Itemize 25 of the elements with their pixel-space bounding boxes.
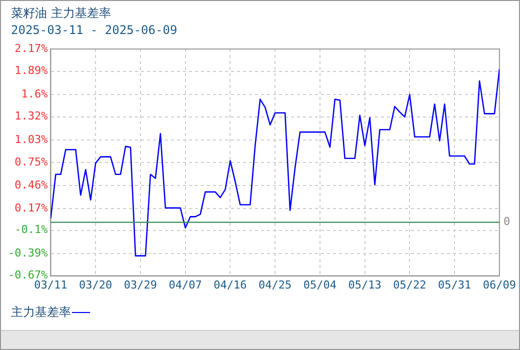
x-tick-label: 05/04 — [303, 278, 337, 292]
x-tick-label: 03/29 — [124, 278, 158, 292]
x-tick-label: 05/22 — [393, 278, 426, 292]
y-tick-label: -0.1% — [14, 223, 48, 236]
x-tick-label: 04/16 — [214, 278, 247, 292]
y-tick-label: 1.32% — [14, 110, 48, 123]
chart-title: 菜籽油 主力基差率 — [11, 5, 111, 22]
x-tick-label: 03/20 — [79, 278, 112, 292]
y-tick-label: 2.17% — [14, 42, 48, 55]
y-tick-label: 1.6% — [21, 87, 48, 100]
x-tick-label: 03/11 — [34, 278, 68, 292]
x-tick-label: 04/25 — [258, 278, 292, 292]
legend-label: 主力基差率 — [11, 304, 71, 321]
chart-subtitle: 2025-03-11 - 2025-06-09 — [11, 23, 178, 37]
ref-line-label: 0 — [503, 215, 510, 228]
y-tick-label: 0.17% — [14, 202, 48, 215]
y-tick-label: 1.89% — [14, 64, 48, 78]
y-tick-label: 0.75% — [14, 155, 48, 168]
y-tick-label: -0.39% — [8, 246, 48, 260]
x-tick-label: 04/07 — [168, 278, 202, 292]
x-tick-label: 05/31 — [438, 278, 472, 292]
y-tick-label: 1.03% — [14, 132, 48, 146]
x-tick-label: 06/09 — [482, 278, 516, 292]
x-tick-label: 05/13 — [348, 278, 382, 292]
y-tick-label: 0.46% — [14, 178, 48, 192]
